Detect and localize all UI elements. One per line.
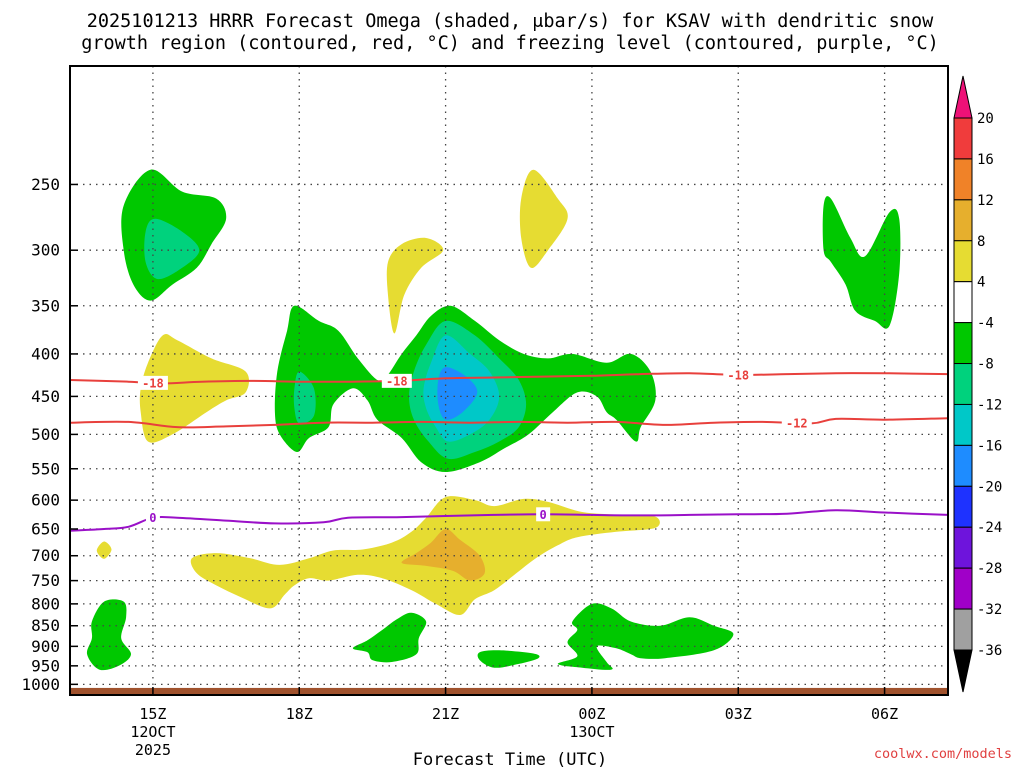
dgz-contour-m18-label-bg-2 bbox=[723, 367, 754, 382]
colorbar-bin-m24-to-m20 bbox=[953, 485, 973, 528]
ground-surface bbox=[70, 687, 948, 695]
omega-region-17 bbox=[477, 650, 540, 668]
contour-layer: -18 -18 -18 -12 0 0 bbox=[70, 367, 948, 532]
omega-region-1 bbox=[144, 218, 200, 280]
freezing-level-contour-label-1: 0 bbox=[540, 508, 547, 522]
y-tick-label-250: 250 bbox=[31, 175, 60, 194]
omega-region-5 bbox=[139, 334, 250, 443]
colorbar-bin-m12-to-m8 bbox=[953, 363, 973, 405]
y-tick-label-600: 600 bbox=[31, 491, 60, 510]
omega-region-13 bbox=[96, 541, 112, 559]
x-tick-label-18z: 18Z bbox=[286, 705, 313, 723]
colorbar-label-m28: -28 bbox=[977, 561, 1002, 577]
plot-frame bbox=[69, 65, 949, 696]
x-axis-label: Forecast Time (UTC) bbox=[413, 750, 607, 768]
colorbar-bin-4-to-8 bbox=[953, 240, 973, 283]
freezing-level-contour-label-0: 0 bbox=[149, 511, 156, 525]
dgz-contour-m12-label-bg-0 bbox=[781, 415, 812, 430]
ground-surface-layer bbox=[70, 687, 948, 695]
y-tick-label-300: 300 bbox=[31, 241, 60, 260]
colorbar-label-16: 16 bbox=[977, 152, 994, 168]
y-tick-label-650: 650 bbox=[31, 520, 60, 539]
y-tick-label-900: 900 bbox=[31, 637, 60, 656]
colorbar-bin-m28-to-m24 bbox=[953, 526, 973, 569]
colorbar: 20 16 12 8 4 -4 -8 -12 -16 -20 -24 -28 -32 -36 bbox=[953, 75, 1002, 693]
colorbar-bottom-arrow bbox=[953, 649, 973, 693]
dgz-contour-m18-label-2: -18 bbox=[727, 368, 749, 382]
x-tick-year-15z: 2025 bbox=[135, 741, 171, 759]
freezing-level-contour-label-bg-1 bbox=[536, 507, 551, 522]
colorbar-label-4: 4 bbox=[977, 275, 985, 291]
x-tick-date-15z: 12OCT bbox=[130, 723, 175, 741]
omega-region-14 bbox=[86, 599, 132, 671]
colorbar-bin-m36-to-m32 bbox=[953, 608, 973, 651]
colorbar-label-m16: -16 bbox=[977, 438, 1002, 454]
omega-region-3 bbox=[519, 169, 568, 269]
y-tick-label-350: 350 bbox=[31, 296, 60, 315]
credit-text: coolwx.com/models bbox=[874, 746, 1012, 762]
x-tick-label-15z: 15Z bbox=[139, 705, 166, 723]
chart-title-line1: 2025101213 HRRR Forecast Omega (shaded, … bbox=[87, 11, 934, 32]
colorbar-label-m12: -12 bbox=[977, 397, 1002, 413]
omega-region-15 bbox=[352, 612, 427, 663]
x-tick-label-21z: 21Z bbox=[432, 705, 459, 723]
omega-region-12 bbox=[401, 528, 486, 581]
colorbar-label-m8: -8 bbox=[977, 357, 994, 373]
colorbar-bin-m20-to-m16 bbox=[953, 444, 973, 487]
x-tick-label-00z: 00Z bbox=[578, 705, 605, 723]
dgz-contour-m18-label-bg-0 bbox=[137, 375, 168, 390]
x-tick-label-06z: 06Z bbox=[871, 705, 898, 723]
gridlines-layer bbox=[70, 66, 948, 695]
colorbar-bin-8-to-12 bbox=[953, 199, 973, 242]
colorbar-bin-m4-to-4 bbox=[953, 281, 973, 324]
omega-region-2 bbox=[386, 237, 444, 334]
y-tick-label-700: 700 bbox=[31, 546, 60, 565]
y-tick-label-950: 950 bbox=[31, 656, 60, 675]
dgz-contour-m12-label-0: -12 bbox=[786, 416, 808, 430]
y-tick-label-800: 800 bbox=[31, 594, 60, 613]
freezing-level-contour-label-bg-0 bbox=[145, 510, 160, 525]
dgz-contour-m18-label-bg-1 bbox=[381, 373, 412, 388]
colorbar-bin-16-to-20 bbox=[953, 117, 973, 160]
colorbar-bin-m32-to-m28 bbox=[953, 567, 973, 610]
y-tick-label-500: 500 bbox=[31, 425, 60, 444]
dgz-contour-m18-label-1: -18 bbox=[386, 374, 408, 388]
y-tick-label-450: 450 bbox=[31, 387, 60, 406]
colorbar-bin-m16-to-m12 bbox=[953, 403, 973, 446]
y-tick-label-750: 750 bbox=[31, 571, 60, 590]
colorbar-label-m24: -24 bbox=[977, 520, 1002, 536]
omega-region-10 bbox=[437, 367, 478, 420]
colorbar-label-m32: -32 bbox=[977, 602, 1002, 618]
colorbar-bin-12-to-16 bbox=[953, 158, 973, 201]
y-tick-label-850: 850 bbox=[31, 616, 60, 635]
x-tick-date-00z: 13OCT bbox=[569, 723, 614, 741]
dgz-contour-m18-label-0: -18 bbox=[142, 376, 164, 390]
chart-title-line2: growth region (contoured, red, °C) and f… bbox=[81, 33, 939, 54]
x-tick-label-03z: 03Z bbox=[725, 705, 752, 723]
colorbar-bin-m8-to-m4 bbox=[953, 322, 973, 365]
colorbar-label-12: 12 bbox=[977, 193, 994, 209]
y-tick-label-550: 550 bbox=[31, 459, 60, 478]
y-tick-label-1000: 1000 bbox=[21, 675, 60, 694]
omega-region-4 bbox=[822, 196, 901, 329]
y-axis: 250 300 350 400 450 500 550 600 650 700 750 800 850 9… bbox=[21, 175, 78, 694]
colorbar-label-m36: -36 bbox=[977, 643, 1002, 659]
omega-shading-layer bbox=[86, 169, 901, 671]
omega-region-16 bbox=[557, 603, 734, 670]
colorbar-label-m20: -20 bbox=[977, 479, 1002, 495]
colorbar-top-arrow bbox=[953, 75, 973, 119]
colorbar-label-m4: -4 bbox=[977, 316, 994, 332]
colorbar-label-20: 20 bbox=[977, 111, 994, 127]
dgz-contour-m18-line bbox=[70, 372, 948, 385]
y-tick-label-400: 400 bbox=[31, 344, 60, 363]
colorbar-label-8: 8 bbox=[977, 234, 985, 250]
